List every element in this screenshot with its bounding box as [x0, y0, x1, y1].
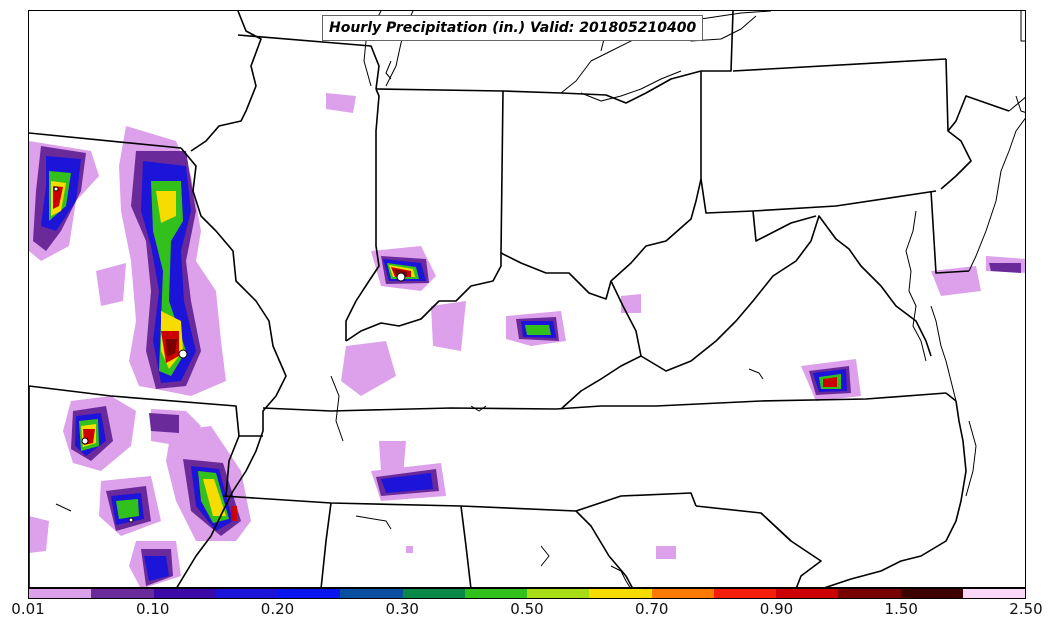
- precipitation-map: [29, 11, 1025, 587]
- state-boundaries: [29, 11, 1010, 587]
- colorbar-segment: [215, 589, 278, 598]
- colorbar-segment: [340, 589, 403, 598]
- colorbar-segment: [153, 589, 216, 598]
- colorbar-segment: [29, 589, 92, 598]
- colorbar-tick-label: 0.50: [510, 600, 544, 618]
- colorbar-tick-label: 2.50: [1009, 600, 1043, 618]
- colorbar-segment: [589, 589, 652, 598]
- map-title: Hourly Precipitation (in.) Valid: 201805…: [322, 15, 704, 41]
- colorbar-segment: [713, 589, 776, 598]
- colorbar-segment: [402, 589, 465, 598]
- colorbar-segment: [776, 589, 839, 598]
- colorbar-tick-label: 0.70: [635, 600, 669, 618]
- precip-colorbar: [28, 588, 1026, 599]
- colorbar-segment: [527, 589, 590, 598]
- colorbar-tick-label: 0.20: [260, 600, 295, 618]
- colorbar-segment: [278, 589, 341, 598]
- colorbar-tick-label: 0.30: [385, 600, 419, 618]
- colorbar-segment: [900, 589, 963, 598]
- colorbar-segment: [838, 589, 901, 598]
- map-panel: [28, 10, 1026, 588]
- precipitation-field: [29, 93, 1025, 587]
- colorbar-segment: [91, 589, 154, 598]
- colorbar-segment: [464, 589, 527, 598]
- colorbar-segment: [962, 589, 1025, 598]
- colorbar-tick-label: 0.10: [136, 600, 170, 618]
- colorbar-segment: [651, 589, 714, 598]
- colorbar-tick-label: 0.90: [759, 600, 794, 618]
- colorbar-tick-label: 0.01: [11, 600, 45, 618]
- colorbar-tick-label: 1.50: [884, 600, 918, 618]
